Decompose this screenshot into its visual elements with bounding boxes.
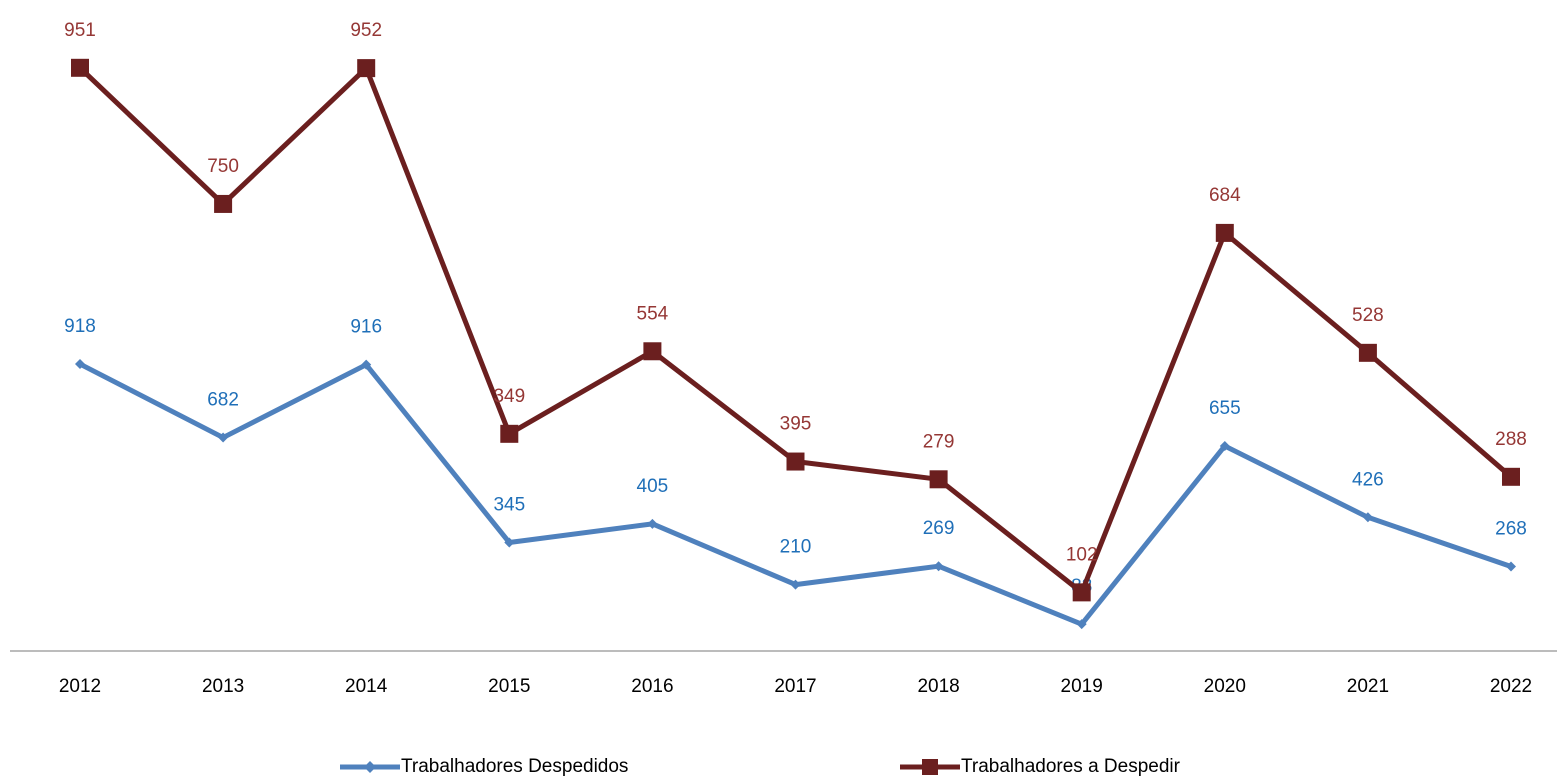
data-label: 750 bbox=[207, 156, 239, 177]
point-marker bbox=[1502, 467, 1520, 486]
data-label: 395 bbox=[780, 414, 812, 435]
data-label: 279 bbox=[923, 431, 955, 452]
x-tick-label: 2019 bbox=[1061, 676, 1103, 697]
x-tick-label: 2017 bbox=[774, 676, 816, 697]
data-label: 345 bbox=[493, 495, 525, 516]
point-marker bbox=[786, 452, 805, 471]
point-marker bbox=[1219, 440, 1230, 451]
point-marker bbox=[647, 518, 658, 529]
data-label: 951 bbox=[64, 20, 96, 41]
data-label: 918 bbox=[64, 316, 96, 337]
point-marker bbox=[357, 59, 376, 78]
point-marker bbox=[1362, 512, 1373, 523]
x-tick-label: 2014 bbox=[345, 676, 388, 697]
legend-marker bbox=[364, 761, 376, 773]
data-label: 269 bbox=[923, 518, 955, 539]
point-marker bbox=[1076, 619, 1087, 630]
point-marker bbox=[361, 359, 372, 370]
data-label: 102 bbox=[1066, 544, 1098, 565]
point-marker bbox=[790, 579, 801, 590]
data-label: 682 bbox=[207, 390, 239, 411]
point-marker bbox=[643, 342, 662, 361]
data-label: 655 bbox=[1209, 398, 1241, 419]
point-marker bbox=[1506, 561, 1516, 572]
data-label: 405 bbox=[637, 476, 669, 497]
point-marker bbox=[504, 537, 515, 548]
point-marker bbox=[1358, 343, 1377, 362]
data-label: 916 bbox=[350, 317, 382, 338]
legend-marker bbox=[922, 759, 938, 775]
data-label: 528 bbox=[1352, 305, 1384, 326]
point-marker bbox=[218, 432, 229, 443]
x-tick-label: 2021 bbox=[1347, 676, 1389, 697]
x-tick-label: 2016 bbox=[631, 676, 673, 697]
point-marker bbox=[75, 359, 85, 370]
x-tick-label: 2012 bbox=[59, 676, 101, 697]
data-label: 426 bbox=[1352, 469, 1384, 490]
data-label: 952 bbox=[350, 20, 382, 41]
x-tick-label: 2022 bbox=[1490, 676, 1532, 697]
series-line bbox=[78, 65, 1513, 595]
data-label: 268 bbox=[1495, 519, 1527, 540]
point-marker bbox=[929, 470, 948, 489]
x-tick-label: 2013 bbox=[202, 676, 244, 697]
x-tick-label: 2018 bbox=[917, 676, 959, 697]
point-marker bbox=[1215, 223, 1234, 242]
point-marker bbox=[933, 561, 944, 572]
data-label: 210 bbox=[780, 537, 812, 558]
point-marker bbox=[71, 58, 89, 77]
legend-label: Trabalhadores Despedidos bbox=[401, 756, 628, 777]
point-marker bbox=[214, 194, 233, 213]
point-marker bbox=[500, 424, 519, 443]
x-tick-label: 2020 bbox=[1204, 676, 1246, 697]
data-label: 684 bbox=[1209, 185, 1241, 206]
data-label: 349 bbox=[493, 386, 525, 407]
x-tick-label: 2015 bbox=[488, 676, 530, 697]
point-marker bbox=[1072, 583, 1091, 602]
data-label: 288 bbox=[1495, 429, 1527, 450]
legend-label: Trabalhadores a Despedir bbox=[961, 756, 1181, 777]
data-label: 554 bbox=[637, 303, 669, 324]
